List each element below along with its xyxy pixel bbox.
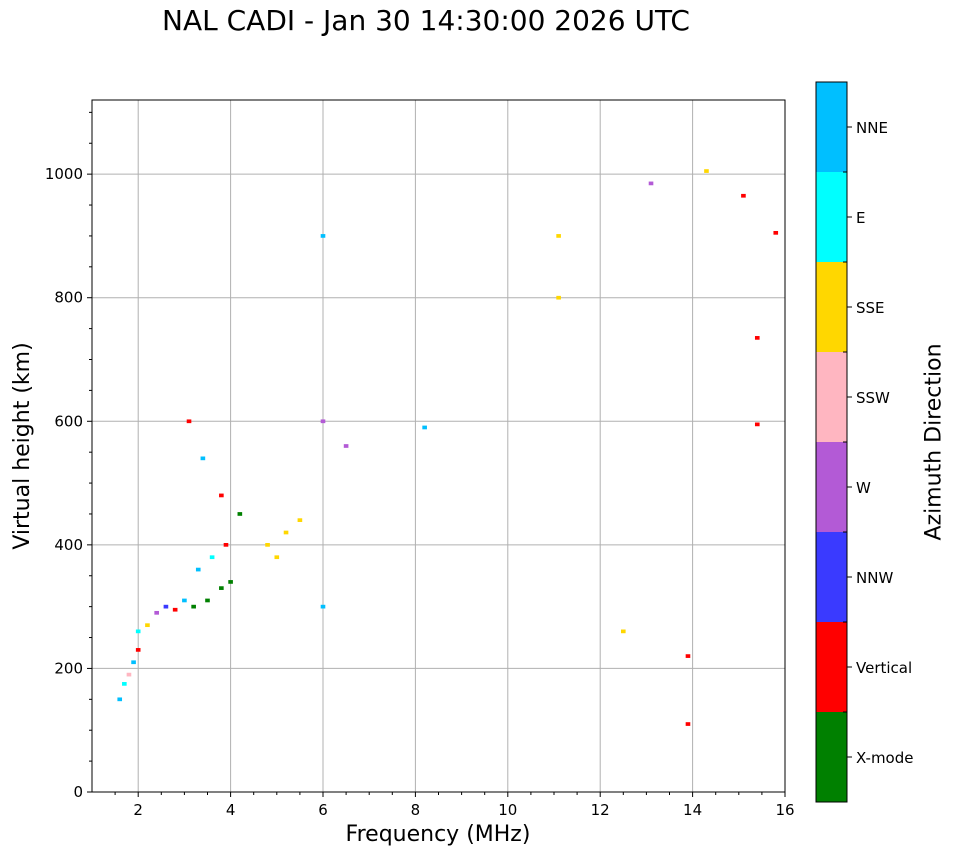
x-axis-label: Frequency (MHz) (346, 822, 531, 847)
colorbar-frame (815, 81, 848, 803)
data-point (274, 555, 280, 560)
data-points (117, 169, 779, 726)
colorbar-segment (816, 82, 847, 172)
colorbar-tick-label: X-mode (856, 749, 913, 767)
y-tick-label: 800 (54, 289, 83, 307)
data-point (283, 530, 289, 535)
y-axis-label: Virtual height (km) (10, 342, 35, 549)
data-point (320, 419, 326, 424)
data-point (122, 682, 127, 686)
colorbar-label: Azimuth Direction (921, 343, 947, 541)
data-point (648, 181, 654, 186)
data-point (754, 422, 760, 427)
y-tick-label: 400 (54, 536, 83, 554)
grid (92, 100, 785, 792)
x-tick-label: 12 (591, 801, 610, 819)
colorbar-segment (816, 172, 847, 262)
data-point (422, 425, 427, 430)
data-point (205, 598, 210, 603)
data-point (135, 648, 141, 652)
data-point (704, 169, 709, 173)
data-point (209, 555, 215, 560)
colorbar-tick-label: W (856, 479, 871, 497)
colorbar-segment (816, 262, 847, 352)
colorbar-segment (816, 532, 847, 622)
y-tick-label: 200 (54, 659, 83, 677)
data-point (126, 672, 132, 677)
data-point (145, 623, 150, 628)
data-point (117, 697, 123, 702)
y-tick-label: 1000 (45, 165, 83, 183)
x-tick-label: 4 (226, 801, 236, 819)
data-point (741, 193, 746, 198)
y-tick-label: 0 (73, 783, 83, 801)
y-tick-label: 600 (54, 412, 83, 430)
data-point (191, 604, 196, 609)
colorbar: X-mode Vertical NNW W SSW SSE E NNE (815, 81, 913, 803)
axes: 2 4 6 8 10 12 14 16 0 200 400 600 800 1000 (45, 111, 795, 819)
x-tick-label: 8 (411, 801, 421, 819)
x-tick-label: 6 (318, 801, 328, 819)
data-point (163, 604, 169, 609)
colorbar-segment (816, 442, 847, 532)
data-point (320, 234, 326, 238)
data-point (223, 543, 229, 547)
colorbar-tick-label: SSE (856, 299, 885, 317)
data-point (297, 518, 303, 522)
data-point (219, 586, 224, 590)
colorbar-tick-label: SSW (856, 389, 890, 407)
data-point (320, 604, 326, 609)
colorbar-segment (816, 622, 847, 712)
colorbar-tick-label: NNW (856, 569, 893, 587)
data-point (556, 295, 561, 300)
data-point (685, 722, 691, 726)
data-point (265, 543, 270, 547)
data-point (154, 610, 159, 615)
data-point (685, 654, 691, 658)
x-tick-label: 2 (133, 801, 143, 819)
colorbar-tick-label: Vertical (856, 659, 912, 677)
data-point (773, 230, 779, 235)
data-point (182, 598, 187, 603)
plot-frame (91, 99, 786, 793)
x-tick-label: 16 (775, 801, 794, 819)
data-point (754, 336, 760, 340)
colorbar-segment (816, 712, 847, 802)
data-point (620, 629, 626, 634)
colorbar-tick-label: E (856, 209, 865, 227)
data-point (172, 607, 178, 612)
data-point (556, 234, 561, 238)
colorbar-tick-label: NNE (856, 119, 888, 137)
data-point (186, 419, 192, 424)
data-point (200, 456, 206, 461)
data-point (228, 580, 233, 584)
chart-title: NAL CADI - Jan 30 14:30:00 2026 UTC (162, 4, 690, 37)
data-point (195, 567, 201, 572)
data-point (131, 660, 136, 665)
data-point (237, 512, 243, 516)
colorbar-segment (816, 352, 847, 442)
data-point (135, 629, 141, 634)
data-point (219, 493, 224, 498)
x-tick-label: 10 (498, 801, 517, 819)
data-point (343, 444, 349, 448)
x-tick-label: 14 (683, 801, 702, 819)
